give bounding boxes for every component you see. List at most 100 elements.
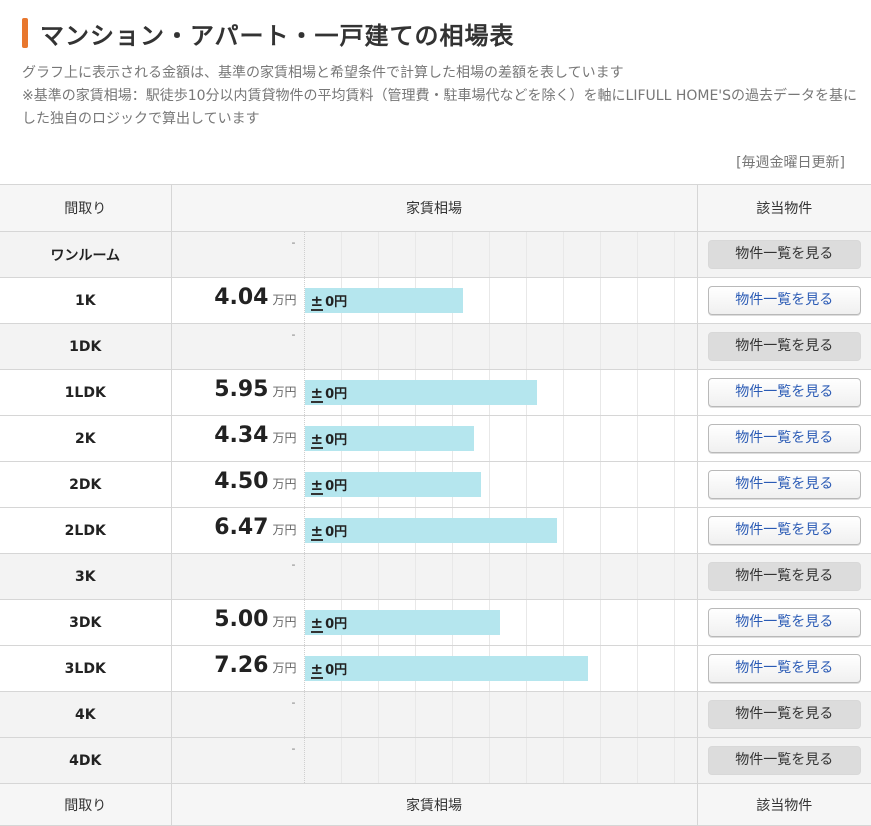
rent-number: 6.47 — [214, 515, 269, 540]
layout-label: 3DK — [0, 599, 171, 646]
view-listings-button[interactable]: 物件一覧を見る — [707, 746, 861, 775]
layout-label: 1DK — [0, 323, 171, 370]
rent-diff: ±0円 — [310, 383, 348, 403]
no-data-mark: - — [291, 558, 296, 571]
rent-bar — [304, 610, 500, 635]
layout-label: 1LDK — [0, 369, 171, 416]
rent-bar — [304, 656, 588, 681]
layout-label: ワンルーム — [0, 231, 171, 278]
no-data-mark: - — [291, 328, 296, 341]
rent-diff-value: 0円 — [325, 617, 348, 632]
view-listings-button[interactable]: 物件一覧を見る — [707, 516, 861, 545]
rent-diff: ±0円 — [310, 291, 347, 311]
table-row: 3K - 物件一覧を見る — [0, 553, 871, 600]
rent-value: 7.26 万円 — [214, 653, 296, 678]
listings-cell: 物件一覧を見る — [697, 461, 871, 508]
rent-cell: 4.34 万円 ±0円 — [170, 415, 698, 462]
rent-cell: 7.26 万円 ±0円 — [170, 645, 698, 692]
listings-cell: 物件一覧を見る — [697, 277, 871, 324]
listings-cell: 物件一覧を見る — [697, 231, 871, 278]
view-listings-button[interactable]: 物件一覧を見る — [707, 608, 861, 637]
plus-minus-icon: ± — [310, 522, 324, 541]
rent-number: 4.50 — [214, 469, 269, 494]
rent-diff: ±0円 — [310, 659, 348, 679]
rent-diff: ±0円 — [310, 475, 348, 495]
layout-label: 3LDK — [0, 645, 171, 692]
rent-number: 4.34 — [214, 423, 269, 448]
no-data-mark: - — [291, 696, 296, 709]
rent-chart: ±0円 — [303, 600, 698, 645]
rent-bar — [304, 472, 481, 497]
rent-diff: ±0円 — [310, 429, 347, 449]
rent-value: 4.34 万円 — [214, 423, 296, 448]
rent-chart: ±0円 — [303, 508, 698, 553]
listings-cell: 物件一覧を見る — [697, 507, 871, 554]
table-row: 2LDK 6.47 万円 ±0円 物件一覧を見る — [0, 507, 871, 554]
rent-chart: ±0円 — [303, 370, 698, 415]
rent-chart: ±0円 — [303, 416, 698, 461]
rent-chart — [303, 738, 698, 783]
rent-unit: 万円 — [272, 615, 297, 629]
rent-value: 5.00 万円 — [214, 607, 296, 632]
rent-chart — [303, 692, 698, 737]
rent-unit: 万円 — [272, 431, 297, 445]
rent-table: 間取り 家賃相場 該当物件 ワンルーム - 物件一覧を見る 1K 4.04 万円 ±0円 物件… — [0, 184, 871, 826]
view-listings-button[interactable]: 物件一覧を見る — [707, 470, 861, 499]
view-listings-button[interactable]: 物件一覧を見る — [707, 562, 861, 591]
footer-layout: 間取り — [0, 783, 171, 826]
view-listings-button[interactable]: 物件一覧を見る — [707, 424, 861, 453]
plus-minus-icon: ± — [310, 384, 324, 403]
rent-diff-value: 0円 — [325, 387, 348, 402]
rent-cell: - — [170, 323, 698, 370]
rent-value: 4.50 万円 — [214, 469, 296, 494]
rent-cell: 5.00 万円 ±0円 — [170, 599, 698, 646]
rent-number: 4.04 — [214, 285, 269, 310]
footer-listings: 該当物件 — [697, 783, 871, 826]
table-row: 2K 4.34 万円 ±0円 物件一覧を見る — [0, 415, 871, 462]
description-line-1: グラフ上に表示される金額は、基準の家賃相場と希望条件で計算した相場の差額を表して… — [22, 65, 624, 81]
rent-cell: - — [170, 231, 698, 278]
rent-cell: 5.95 万円 ±0円 — [170, 369, 698, 416]
listings-cell: 物件一覧を見る — [697, 323, 871, 370]
table-row: 1LDK 5.95 万円 ±0円 物件一覧を見る — [0, 369, 871, 416]
layout-label: 2LDK — [0, 507, 171, 554]
listings-cell: 物件一覧を見る — [697, 737, 871, 784]
rent-unit: 万円 — [272, 385, 297, 399]
table-row: ワンルーム - 物件一覧を見る — [0, 231, 871, 278]
update-note: [毎週金曜日更新] — [736, 155, 845, 171]
view-listings-button[interactable]: 物件一覧を見る — [707, 378, 861, 407]
rent-cell: 6.47 万円 ±0円 — [170, 507, 698, 554]
view-listings-button[interactable]: 物件一覧を見る — [707, 332, 861, 361]
rent-chart: ±0円 — [303, 278, 698, 323]
rent-cell: 4.04 万円 ±0円 — [170, 277, 698, 324]
view-listings-button[interactable]: 物件一覧を見る — [707, 700, 861, 729]
no-data-mark: - — [291, 236, 296, 249]
table-row: 3DK 5.00 万円 ±0円 物件一覧を見る — [0, 599, 871, 646]
layout-label: 2K — [0, 415, 171, 462]
view-listings-button[interactable]: 物件一覧を見る — [707, 286, 861, 315]
listings-cell: 物件一覧を見る — [697, 415, 871, 462]
listings-cell: 物件一覧を見る — [697, 553, 871, 600]
rent-diff: ±0円 — [310, 613, 348, 633]
rent-bar — [304, 288, 463, 313]
rent-cell: - — [170, 691, 698, 738]
layout-label: 2DK — [0, 461, 171, 508]
rent-number: 7.26 — [214, 653, 269, 678]
rent-bar — [304, 380, 537, 405]
layout-label: 3K — [0, 553, 171, 600]
header-layout: 間取り — [0, 184, 171, 232]
table-row: 4K - 物件一覧を見る — [0, 691, 871, 738]
rent-unit: 万円 — [272, 477, 297, 491]
view-listings-button[interactable]: 物件一覧を見る — [707, 240, 861, 269]
rent-unit: 万円 — [272, 523, 297, 537]
rent-chart: ±0円 — [303, 646, 698, 691]
page-heading: マンション・アパート・一戸建ての相場表 — [22, 16, 515, 50]
layout-label: 1K — [0, 277, 171, 324]
rent-chart — [303, 324, 698, 369]
rent-diff-value: 0円 — [325, 479, 348, 494]
rent-cell: - — [170, 553, 698, 600]
view-listings-button[interactable]: 物件一覧を見る — [707, 654, 861, 683]
table-row: 1K 4.04 万円 ±0円 物件一覧を見る — [0, 277, 871, 324]
rent-diff-value: 0円 — [325, 663, 348, 678]
rent-diff: ±0円 — [310, 521, 347, 541]
